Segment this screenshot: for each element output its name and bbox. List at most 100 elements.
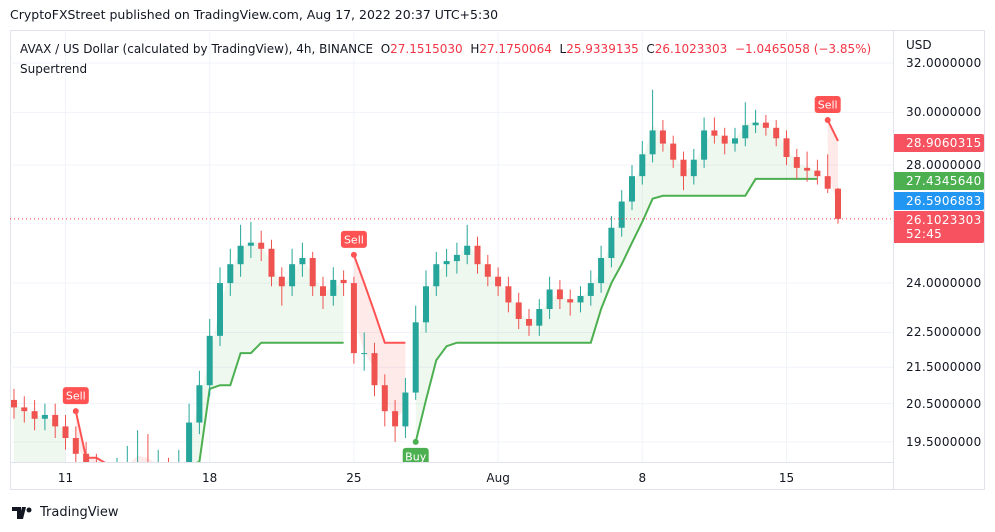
candle-body	[206, 335, 213, 386]
candle-body	[340, 279, 347, 284]
candle-body	[412, 322, 419, 393]
candle-body	[495, 276, 502, 287]
signal-dot	[412, 438, 419, 445]
candle-body	[453, 254, 460, 262]
candle-body	[217, 283, 223, 336]
candle-body	[793, 156, 800, 168]
candle-body	[526, 318, 532, 326]
time-axis[interactable]: 11 18 25 Aug 8 15	[10, 462, 893, 491]
candle-body	[556, 289, 563, 300]
price-badge: 26.1023303 52:45	[894, 211, 984, 243]
price-tick: 21.5000000	[906, 360, 982, 375]
candle-body	[258, 242, 265, 249]
candle-body	[546, 289, 553, 310]
time-tick: 8	[638, 471, 647, 485]
signal-dot	[72, 408, 79, 415]
candle-body	[371, 353, 378, 386]
supertrend-down-fill	[827, 120, 838, 206]
candle-body	[484, 264, 491, 277]
candle-body	[278, 276, 285, 287]
price-tick: 24.0000000	[906, 276, 982, 291]
candle-body	[835, 188, 841, 219]
candle-body	[742, 125, 749, 139]
candle-body	[587, 283, 594, 296]
supertrend-down-line	[74, 410, 106, 462]
candle-body	[752, 122, 759, 126]
supertrend-up-fill	[189, 239, 344, 462]
open-label: O	[380, 42, 391, 56]
price-tick: 32.0000000	[906, 56, 982, 70]
price-badge: 28.9060315	[894, 134, 984, 152]
signal-text: Buy	[405, 450, 427, 462]
candle-body	[330, 279, 337, 296]
signal-sell-label	[340, 230, 367, 248]
candle-body	[567, 299, 574, 303]
signal-text: Sell	[818, 99, 838, 112]
candle-body	[21, 407, 28, 412]
close-label: C	[646, 42, 655, 56]
candle-body	[577, 295, 584, 303]
price-chart[interactable]: Sell Sell Buy Sell	[10, 30, 893, 462]
signal-text: Sell	[344, 233, 364, 246]
candle-body	[186, 422, 193, 462]
candle-body	[196, 385, 203, 423]
badge-value: 28.9060315	[906, 136, 982, 150]
candle-body	[350, 283, 357, 354]
badge-value: 26.1023303	[906, 213, 982, 227]
candle-body	[392, 411, 399, 427]
badge-value: 27.4345640	[906, 174, 982, 188]
candle-body	[289, 264, 296, 287]
candle-body	[41, 414, 48, 419]
candle-body	[598, 257, 605, 284]
candle-body	[237, 245, 244, 265]
candle-body	[361, 353, 368, 355]
supertrend-down-line	[352, 254, 406, 344]
time-tick: 25	[346, 471, 362, 485]
candle-body	[423, 286, 429, 323]
candle-body	[639, 154, 646, 177]
signal-sell-label	[62, 387, 89, 405]
candle-body	[11, 399, 17, 408]
price-axis[interactable]: USD 32.0000000 30.0000000 28.0000000 24.000…	[893, 30, 986, 490]
bar-countdown: 52:45	[906, 227, 943, 241]
legend: AVAX / US Dollar (calculated by TradingV…	[20, 39, 871, 79]
currency-label: USD	[906, 38, 932, 52]
supertrend-down-fill	[353, 254, 406, 421]
time-tick: Aug	[486, 471, 510, 485]
candle-body	[721, 135, 728, 144]
candle-body	[268, 248, 275, 277]
supertrend-down-line	[826, 119, 839, 142]
supertrend-up-fill	[415, 121, 818, 442]
indicator-title[interactable]: Supertrend	[20, 62, 88, 76]
high-label: H	[470, 42, 480, 56]
brand-name: TradingView	[40, 505, 119, 520]
candle-body	[618, 201, 625, 228]
signal-text: Sell	[66, 390, 86, 403]
candle-body	[247, 242, 254, 246]
candle-body	[824, 176, 831, 189]
price-tick: 22.5000000	[906, 325, 982, 340]
candle-body	[72, 438, 79, 454]
candle-body	[536, 309, 543, 326]
time-tick: 18	[202, 471, 218, 485]
candle-body	[608, 227, 615, 258]
tradingview-logo-icon	[12, 506, 32, 519]
candle-body	[505, 286, 512, 303]
tradingview-logo[interactable]: TradingView	[12, 505, 119, 520]
candle-body	[659, 130, 666, 144]
chart-frame	[10, 30, 985, 490]
price-badge: 27.4345640	[894, 172, 984, 190]
time-tick: 15	[778, 471, 795, 485]
low-value: 25.9339135	[566, 42, 639, 56]
candle-body	[690, 159, 697, 177]
candle-body	[227, 264, 234, 284]
high-value: 27.1750064	[479, 42, 552, 56]
candle-body	[711, 130, 718, 136]
candle-body	[320, 286, 326, 296]
symbol-title[interactable]: AVAX / US Dollar (calculated by TradingV…	[20, 42, 374, 56]
open-value: 27.1515030	[390, 42, 463, 56]
candle-body	[804, 167, 811, 171]
candle-body	[814, 170, 821, 177]
candle-body	[31, 411, 38, 419]
candle-body	[773, 127, 780, 139]
